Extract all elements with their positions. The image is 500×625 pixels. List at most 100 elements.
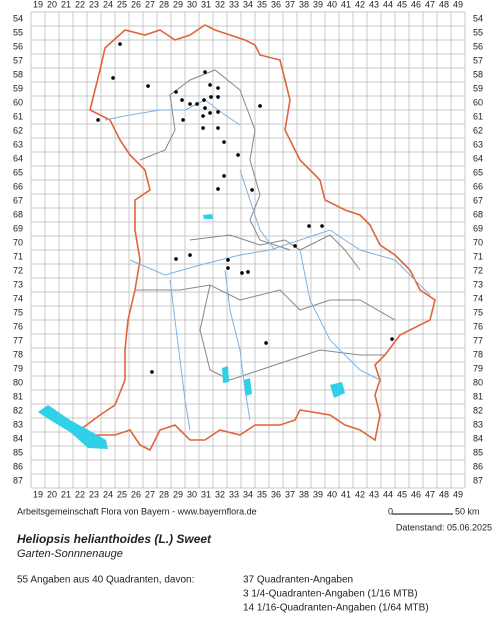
row-label: 62 — [13, 125, 23, 135]
row-label: 63 — [473, 139, 483, 149]
column-label: 35 — [257, 489, 267, 499]
summary-line: 3 1/4-Quadranten-Angaben (1/16 MTB) — [243, 589, 418, 600]
row-label: 72 — [13, 265, 23, 275]
column-label: 30 — [187, 489, 197, 499]
column-label: 26 — [131, 489, 141, 499]
row-label: 68 — [473, 209, 483, 219]
row-label: 87 — [473, 475, 483, 485]
column-label: 22 — [75, 0, 85, 9]
column-label: 44 — [383, 0, 393, 9]
row-label: 82 — [473, 405, 483, 415]
column-label: 32 — [215, 0, 225, 9]
row-label: 80 — [13, 377, 23, 387]
row-label: 56 — [13, 41, 23, 51]
occurrence-dot — [201, 126, 205, 130]
row-label: 73 — [13, 279, 23, 289]
row-label: 58 — [13, 69, 23, 79]
column-label: 21 — [61, 489, 71, 499]
occurrence-dot — [203, 106, 207, 110]
row-label: 55 — [13, 27, 23, 37]
column-label: 27 — [145, 0, 155, 9]
occurrence-dot — [216, 110, 220, 114]
summary-total: 55 Angaben aus 40 Quadranten, davon: — [17, 575, 194, 586]
occurrence-dot — [307, 224, 311, 228]
row-label: 85 — [473, 447, 483, 457]
column-label: 28 — [159, 489, 169, 499]
row-label: 63 — [13, 139, 23, 149]
column-label: 49 — [453, 0, 463, 9]
lakes — [38, 214, 345, 449]
occurrence-dot — [146, 84, 150, 88]
row-label: 68 — [13, 209, 23, 219]
row-label: 86 — [13, 461, 23, 471]
column-label: 42 — [355, 0, 365, 9]
rivers — [104, 99, 431, 431]
row-label: 59 — [473, 83, 483, 93]
occurrence-dot — [180, 98, 184, 102]
occurrence-dot — [216, 187, 220, 191]
occurrence-dot — [188, 102, 192, 106]
column-label: 38 — [299, 0, 309, 9]
column-label: 23 — [89, 489, 99, 499]
occurrence-dot — [195, 102, 199, 106]
column-label: 35 — [257, 0, 267, 9]
lake — [222, 366, 229, 383]
column-label: 30 — [187, 0, 197, 9]
column-label: 25 — [117, 0, 127, 9]
occurrence-dot — [226, 266, 230, 270]
column-label: 43 — [369, 489, 379, 499]
occurrence-dot — [181, 118, 185, 122]
column-label: 29 — [173, 489, 183, 499]
summary-line: 37 Quadranten-Angaben — [243, 575, 353, 586]
species-name: Heliopsis helianthoides (L.) Sweet — [17, 532, 212, 546]
occurrence-dot — [222, 140, 226, 144]
column-label: 45 — [397, 489, 407, 499]
occurrence-dot — [216, 95, 220, 99]
column-label: 24 — [103, 0, 113, 9]
row-label: 55 — [473, 27, 483, 37]
row-label: 70 — [13, 237, 23, 247]
row-label: 71 — [473, 251, 483, 261]
occurrence-dot — [390, 337, 394, 341]
row-label: 83 — [473, 419, 483, 429]
column-label: 33 — [229, 489, 239, 499]
column-label: 46 — [411, 0, 421, 9]
row-label: 78 — [473, 349, 483, 359]
credit: Arbeitsgemeinschaft Flora von Bayern - w… — [17, 506, 257, 516]
row-label: 62 — [473, 125, 483, 135]
occurrence-dot — [111, 76, 115, 80]
occurrence-dot — [118, 42, 122, 46]
district-line — [135, 284, 396, 321]
occurrence-dot — [96, 118, 100, 122]
row-label: 66 — [473, 181, 483, 191]
occurrence-dot — [174, 90, 178, 94]
occurrence-dot — [216, 126, 220, 130]
column-label: 26 — [131, 0, 141, 9]
occurrence-dot — [202, 98, 206, 102]
lake — [38, 405, 108, 449]
occurrence-dot — [209, 95, 213, 99]
row-label: 65 — [473, 167, 483, 177]
row-label: 79 — [473, 363, 483, 373]
row-label: 64 — [13, 153, 23, 163]
scale-end: 50 km — [455, 506, 480, 516]
lake — [203, 214, 213, 219]
column-label: 28 — [159, 0, 169, 9]
bavaria-border — [78, 24, 436, 452]
row-label: 84 — [13, 433, 23, 443]
column-label: 43 — [369, 0, 379, 9]
occurrence-dot — [250, 188, 254, 192]
date: Datenstand: 05.06.2025 — [396, 522, 492, 532]
column-label: 41 — [341, 489, 351, 499]
column-label: 47 — [425, 489, 435, 499]
column-label: 27 — [145, 489, 155, 499]
column-label: 48 — [439, 0, 449, 9]
row-label: 79 — [13, 363, 23, 373]
row-label: 54 — [13, 13, 23, 23]
column-label: 33 — [229, 0, 239, 9]
summary-line: 14 1/16-Quadranten-Angaben (1/64 MTB) — [243, 603, 429, 614]
column-label: 25 — [117, 489, 127, 499]
column-label: 44 — [383, 489, 393, 499]
row-label: 69 — [13, 223, 23, 233]
